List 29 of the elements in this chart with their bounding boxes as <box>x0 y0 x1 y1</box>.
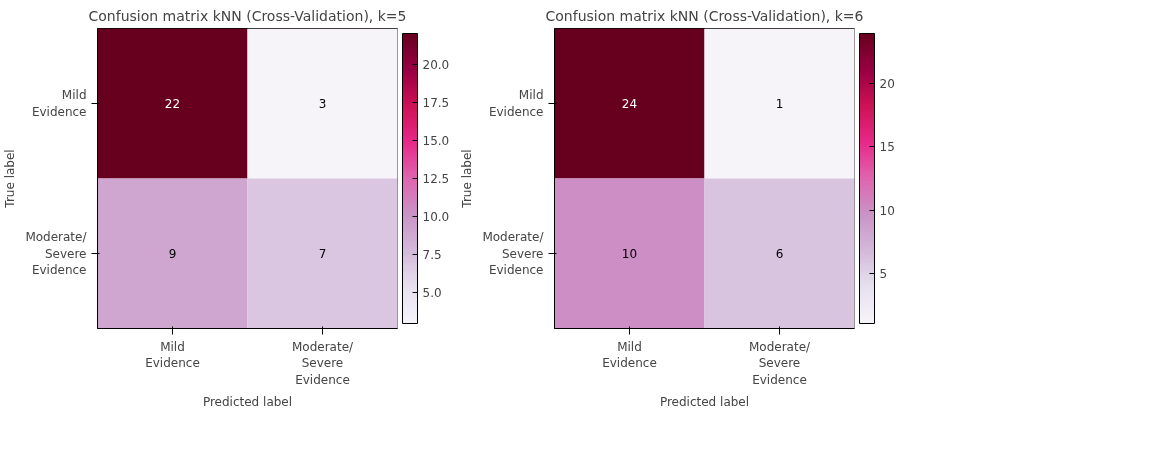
data-label: 3 <box>318 97 327 111</box>
color-bar-label: 5.0 <box>422 286 442 301</box>
data-label: 10 <box>621 247 638 261</box>
color-bar-label: 10.0 <box>422 210 450 225</box>
color-bar-label: 17.5 <box>422 95 450 110</box>
data-label: 7 <box>318 247 327 261</box>
data-label: 24 <box>621 97 638 111</box>
y-axis-title: True label <box>460 149 475 209</box>
color-bar-label: 15 <box>879 140 895 155</box>
color-bar-label: 20.0 <box>422 57 450 72</box>
color-bar-label: 20 <box>879 77 895 92</box>
data-label: 9 <box>168 247 177 261</box>
color-bar-label: 5 <box>879 266 888 281</box>
x-tick-label: Moderate/ Severe Evidence <box>748 339 812 388</box>
chart-title: Confusion matrix kNN (Cross-Validation), k=5 <box>88 7 407 24</box>
y-axis-title: True label <box>3 149 18 209</box>
x-tick-label: Mild Evidence <box>602 339 657 371</box>
x-axis-title: Predicted label <box>202 395 293 410</box>
x-tick-label: Mild Evidence <box>145 339 200 371</box>
x-tick-label: Moderate/ Severe Evidence <box>291 339 355 388</box>
data-label: 22 <box>164 97 181 111</box>
data-label: 1 <box>775 97 784 111</box>
x-axis-title: Predicted label <box>659 395 750 410</box>
color-bar-label: 15.0 <box>422 133 450 148</box>
color-bar-label: 7.5 <box>422 248 442 263</box>
color-bar-label: 12.5 <box>422 172 450 186</box>
data-label: 6 <box>775 247 784 261</box>
chart-title: Confusion matrix kNN (Cross-Validation), k=6 <box>545 7 864 24</box>
color-bar-label: 10 <box>879 203 895 218</box>
